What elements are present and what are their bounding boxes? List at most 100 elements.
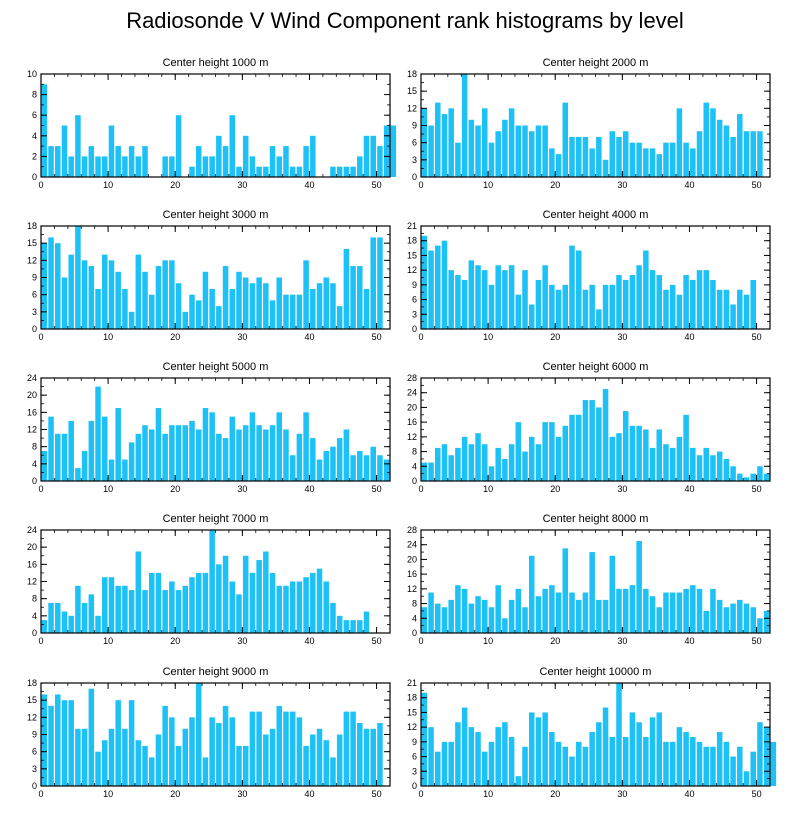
histogram-bar <box>562 548 569 633</box>
histogram-bar <box>643 250 649 329</box>
histogram-bar <box>81 156 88 177</box>
histogram-bar <box>757 722 763 786</box>
histogram-bar <box>629 142 636 177</box>
y-tick-label: 6 <box>32 747 37 757</box>
histogram-bar <box>535 596 542 633</box>
y-tick-label: 4 <box>32 131 37 141</box>
x-tick-label: 10 <box>103 789 113 799</box>
histogram-bar <box>242 745 249 786</box>
histogram-bar <box>303 146 309 177</box>
histogram-bar <box>363 135 370 177</box>
y-tick-label: 28 <box>407 373 417 383</box>
histogram-bar <box>582 400 589 481</box>
histogram-bar <box>269 300 276 329</box>
y-tick-label: 0 <box>412 476 417 486</box>
histogram-bar <box>542 712 548 786</box>
histogram-bar <box>502 270 508 329</box>
histogram-bar <box>249 283 256 329</box>
y-tick-label: 18 <box>407 69 417 79</box>
histogram-bar <box>468 119 475 177</box>
histogram-bar <box>696 741 703 786</box>
histogram-bar <box>710 746 716 786</box>
histogram-bar <box>730 304 736 329</box>
histogram-bar <box>162 156 168 177</box>
histogram-bar <box>428 250 434 329</box>
y-tick-label: 18 <box>407 693 417 703</box>
histogram-bar <box>649 596 656 633</box>
histogram-bar <box>95 751 101 786</box>
histogram-bar <box>549 585 555 633</box>
histogram-bar <box>269 728 276 786</box>
histogram-bar <box>236 271 242 329</box>
histogram-bar <box>663 592 669 633</box>
histogram-bar <box>276 156 283 177</box>
histogram-bar <box>737 473 743 481</box>
histogram-bar <box>488 466 495 481</box>
y-tick-label: 12 <box>27 577 37 587</box>
y-tick-label: 16 <box>407 417 417 427</box>
histogram-bar <box>488 741 495 786</box>
x-tick-label: 50 <box>372 180 382 190</box>
histogram-bar <box>336 166 343 177</box>
histogram-bar <box>696 588 703 633</box>
histogram-bar <box>703 746 709 786</box>
histogram-bar <box>142 271 148 329</box>
histogram-bar <box>108 260 115 329</box>
histogram-bar <box>488 284 495 329</box>
histogram-bar <box>88 420 95 481</box>
histogram-bar <box>48 237 54 329</box>
histogram-bar <box>357 266 363 329</box>
histogram-bar <box>475 732 481 786</box>
histogram-bar <box>350 711 356 786</box>
y-tick-label: 6 <box>412 295 417 305</box>
histogram-bar <box>421 462 428 481</box>
histogram-bar <box>263 734 269 786</box>
panel-title: Center height 6000 m <box>543 361 649 373</box>
histogram-bar <box>68 254 74 329</box>
histogram-bar <box>81 260 88 329</box>
y-tick-label: 10 <box>27 69 37 79</box>
histogram-bar <box>676 436 683 481</box>
histogram-bar <box>310 288 316 329</box>
y-tick-label: 9 <box>412 121 417 131</box>
y-tick-label: 24 <box>407 540 417 550</box>
histogram-bar <box>723 458 730 481</box>
histogram-bar <box>629 712 636 786</box>
histogram-bar <box>81 450 88 481</box>
x-tick-label: 50 <box>752 484 762 494</box>
histogram-bar <box>441 114 448 177</box>
histogram-bar <box>202 408 209 481</box>
histogram-bar <box>155 266 162 329</box>
histogram-bar <box>377 723 383 786</box>
x-tick-label: 10 <box>103 180 113 190</box>
histogram-bar <box>41 243 48 329</box>
histogram-bar <box>461 707 468 786</box>
histogram-bar <box>289 294 296 329</box>
panel-title: Center height 7000 m <box>163 513 269 525</box>
histogram-bar <box>609 284 616 329</box>
histogram-bar <box>289 166 296 177</box>
x-tick-label: 50 <box>372 484 382 494</box>
histogram-bar <box>710 279 716 329</box>
x-tick-label: 10 <box>103 484 113 494</box>
histogram-bar <box>189 294 195 329</box>
histogram-bar <box>135 156 142 177</box>
histogram-bar <box>683 732 689 786</box>
y-tick-label: 4 <box>412 461 417 471</box>
histogram-bar <box>743 131 750 177</box>
histogram-bar <box>609 131 616 177</box>
histogram-bar <box>750 473 756 481</box>
histogram-bar <box>283 294 289 329</box>
histogram-bar <box>703 270 709 329</box>
histogram-bar <box>75 728 81 786</box>
histogram-bar <box>148 757 155 786</box>
y-tick-label: 0 <box>32 324 37 334</box>
histogram-bar <box>542 265 548 329</box>
histogram-bar <box>236 745 242 786</box>
histogram-bar <box>549 732 555 786</box>
x-tick-label: 20 <box>550 636 560 646</box>
histogram-bar <box>122 585 128 633</box>
histogram-bar <box>175 115 182 177</box>
histogram-bar <box>303 577 309 633</box>
histogram-bar <box>310 135 316 177</box>
